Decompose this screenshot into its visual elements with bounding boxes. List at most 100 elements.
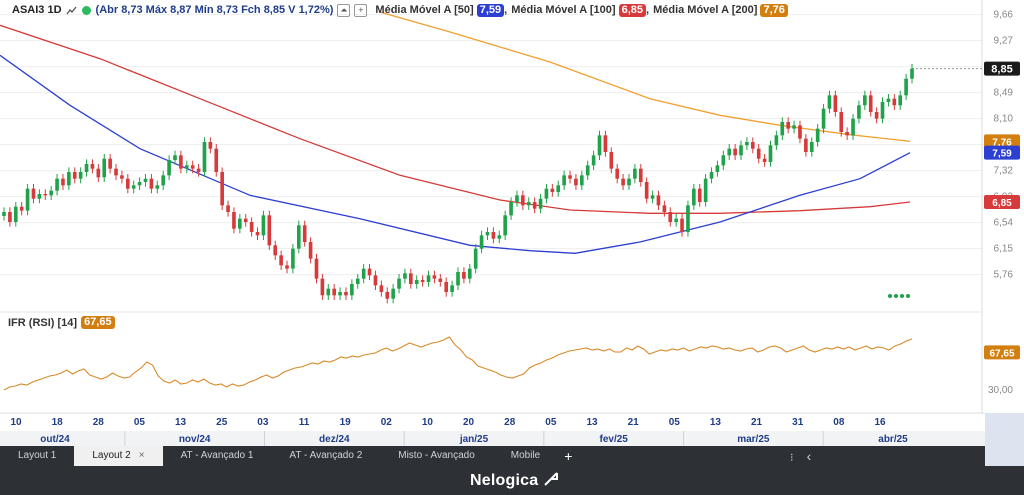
candle: [703, 178, 708, 202]
month-tick-label: abr/25: [878, 434, 908, 445]
candle: [214, 148, 219, 172]
signal-dot: [894, 294, 898, 298]
candles: [2, 64, 914, 304]
candle: [102, 158, 107, 178]
candle: [179, 155, 183, 169]
day-tick-label: 20: [463, 417, 475, 428]
candle: [190, 165, 195, 169]
candle: [556, 185, 561, 192]
day-tick-label: 21: [628, 417, 640, 428]
collapse-button[interactable]: ⏶: [337, 3, 351, 17]
day-tick-label: 16: [874, 417, 886, 428]
add-study-button[interactable]: +: [354, 3, 368, 17]
candle: [467, 268, 472, 279]
candle: [261, 215, 266, 236]
candle: [491, 232, 496, 239]
candle: [515, 195, 519, 202]
last-price-badge-bg: [984, 61, 1020, 76]
rsi-legend[interactable]: IFR (RSI) [14] 67,65: [8, 316, 115, 329]
menu-icon[interactable]: ⁝: [790, 452, 794, 464]
candle: [851, 118, 855, 136]
candle: [656, 195, 661, 206]
chart-type-icon[interactable]: [66, 5, 77, 16]
candle: [680, 218, 684, 232]
candle: [361, 268, 366, 279]
tab-layout-2[interactable]: Layout 2 ×: [74, 446, 163, 466]
add-tab-button[interactable]: +: [564, 448, 573, 464]
candle: [674, 218, 678, 222]
candle: [538, 198, 543, 209]
ma50-legend[interactable]: Média Móvel A [50] 7,59,: [375, 3, 508, 17]
candle: [226, 205, 230, 212]
tab-layout-1[interactable]: Layout 1: [18, 450, 57, 461]
tab-at-avancado-2[interactable]: AT - Avançado 2: [289, 450, 363, 461]
candle: [279, 255, 283, 266]
candle: [815, 128, 820, 142]
candle: [745, 142, 749, 146]
candle: [238, 218, 242, 229]
candle: [108, 158, 112, 169]
ma100-legend[interactable]: Média Móvel A [100] 6,85,: [511, 3, 650, 17]
candle: [438, 278, 443, 282]
day-tick-label: 28: [504, 417, 516, 428]
candle: [868, 95, 873, 112]
day-tick-label: 18: [52, 417, 64, 428]
ma200-axis-tag: 7,76: [992, 137, 1012, 148]
candle: [350, 284, 354, 296]
side-panel: [985, 413, 1024, 466]
candle: [591, 155, 596, 166]
price-tick-label: 7,32: [994, 166, 1014, 177]
symbol-label[interactable]: ASAI3 1D: [12, 4, 62, 16]
candle: [126, 178, 130, 189]
layout-tabs: Layout 1 Layout 2 × AT - Avançado 1 AT - …: [0, 446, 985, 466]
candle: [568, 175, 572, 179]
candle: [839, 112, 844, 132]
tab-mobile[interactable]: Mobile: [510, 450, 541, 461]
candle: [55, 178, 59, 191]
tab-misto-avancado[interactable]: Misto - Avançado: [398, 450, 475, 461]
candle: [544, 188, 549, 199]
day-tick-label: 10: [10, 417, 22, 428]
candle: [267, 215, 272, 246]
candle: [444, 282, 449, 292]
candle: [196, 168, 201, 172]
candle: [479, 235, 484, 249]
candle: [574, 178, 578, 186]
ma200-legend[interactable]: Média Móvel A [200] 7,76: [653, 3, 788, 17]
close-tab-icon[interactable]: ×: [138, 450, 145, 461]
candle: [84, 164, 89, 172]
candle: [686, 205, 690, 232]
month-tick-label: fev/25: [599, 434, 628, 445]
price-axis: 9,669,278,888,498,107,717,326,936,546,15…: [912, 10, 1020, 281]
candle: [296, 225, 301, 249]
candle: [320, 278, 325, 296]
candle: [892, 98, 897, 106]
ma50-axis-tag-bg: [984, 145, 1020, 160]
scroll-left-icon[interactable]: ‹: [806, 448, 812, 464]
candle: [367, 268, 372, 276]
candle: [450, 285, 454, 292]
candle: [650, 195, 655, 199]
candle: [338, 292, 342, 296]
price-chart[interactable]: 9,669,278,888,498,107,717,326,936,546,15…: [0, 0, 1024, 446]
candle: [697, 188, 702, 202]
month-tick-label: dez/24: [319, 434, 350, 445]
rsi-label: IFR (RSI) [14]: [8, 316, 78, 329]
candle: [473, 248, 478, 269]
candle: [756, 148, 761, 159]
price-tick-label: 5,76: [994, 270, 1014, 281]
candle: [155, 185, 160, 189]
day-tick-label: 03: [257, 417, 269, 428]
candle: [202, 142, 207, 172]
candle: [208, 142, 213, 149]
tab-tools: ⁝ ‹: [790, 446, 811, 466]
tab-at-avancado-1[interactable]: AT - Avançado 1: [180, 450, 254, 461]
candle: [603, 135, 608, 152]
candle: [456, 272, 460, 286]
signal-dot: [888, 294, 892, 298]
candle: [644, 182, 649, 199]
candle: [532, 202, 537, 209]
price-tick-label: 6,15: [994, 244, 1014, 255]
candle: [385, 292, 390, 299]
price-tick-label: 6,54: [994, 218, 1014, 229]
